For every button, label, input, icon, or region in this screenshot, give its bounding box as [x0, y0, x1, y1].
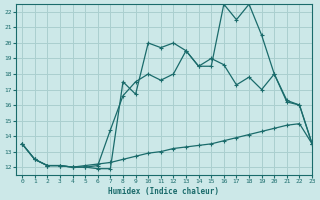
- X-axis label: Humidex (Indice chaleur): Humidex (Indice chaleur): [108, 187, 220, 196]
